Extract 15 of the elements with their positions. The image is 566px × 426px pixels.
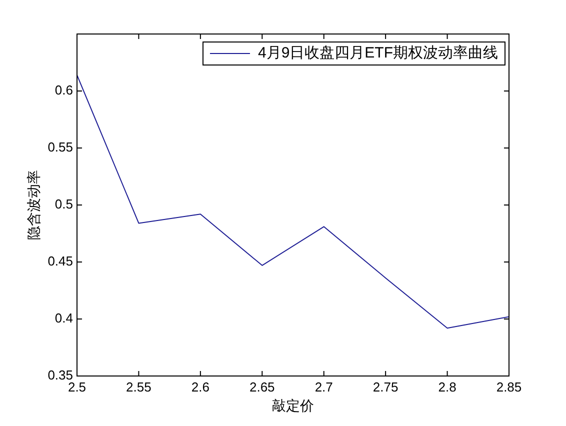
y-tick-label: 0.45 xyxy=(48,254,73,269)
x-tick-label: 2.65 xyxy=(249,379,275,394)
y-tick-label: 0.5 xyxy=(54,196,73,212)
x-tick-label: 2.7 xyxy=(314,379,333,394)
x-tick-label: 2.6 xyxy=(191,379,210,394)
x-tick-label: 2.85 xyxy=(496,379,522,394)
y-axis-title: 隐含波动率 xyxy=(25,170,42,240)
x-axis-title: 敲定价 xyxy=(272,397,314,414)
x-tick-label: 2.8 xyxy=(438,379,456,394)
y-tick-label: 0.6 xyxy=(54,82,73,98)
y-tick-label: 0.4 xyxy=(54,310,73,326)
legend-label: 4月9日收盘四月ETF期权波动率曲线 xyxy=(258,44,498,62)
x-tick-label: 2.75 xyxy=(372,379,398,394)
x-tick-label: 2.55 xyxy=(126,379,152,394)
y-tick-label: 0.55 xyxy=(48,140,73,155)
